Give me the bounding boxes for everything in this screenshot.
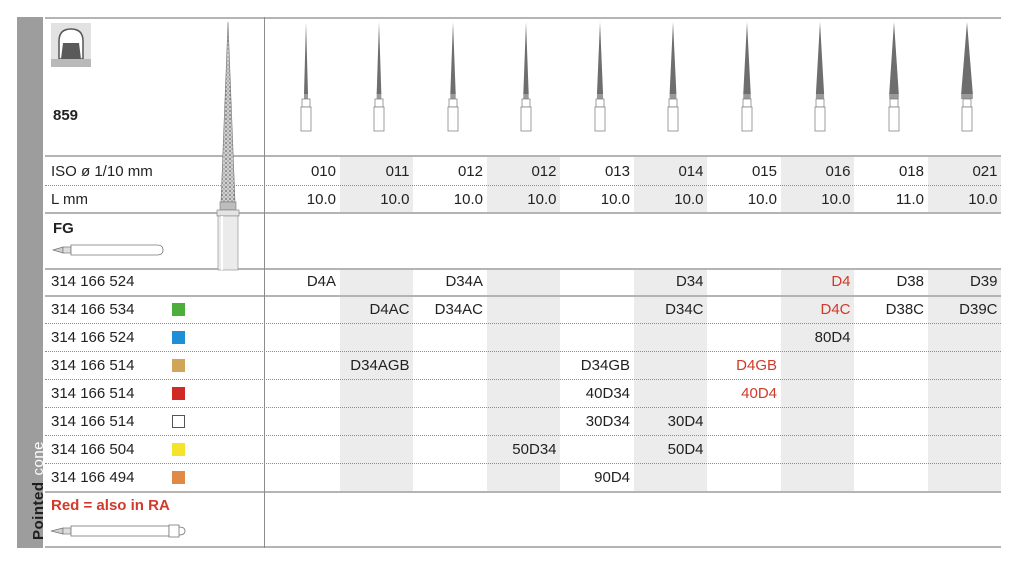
grit-color-swatch — [172, 415, 185, 428]
length-value: 10.0 — [747, 191, 777, 208]
column-bur-icon — [961, 22, 974, 132]
grit-color-swatch — [172, 331, 185, 344]
column-bur-icon — [741, 22, 753, 132]
length-value: 10.0 — [453, 191, 483, 208]
length-value: 10.0 — [600, 191, 630, 208]
shank-label: FG — [53, 220, 74, 237]
reference-number: 314 166 494 — [51, 469, 135, 486]
reference-number: 314 166 514 — [51, 385, 135, 402]
length-value: 10.0 — [821, 191, 851, 208]
product-code: D34GB — [580, 357, 630, 374]
category-sidebar — [17, 17, 43, 548]
reference-number: 314 166 524 — [51, 329, 135, 346]
diamond-bur-illustration — [216, 21, 240, 271]
product-code: D4 — [831, 273, 851, 290]
fg-shank-icon — [51, 244, 164, 256]
product-code: D4C — [820, 301, 851, 318]
length-value: 10.0 — [674, 191, 704, 208]
iso-value: 012 — [531, 163, 557, 180]
reference-number: 314 166 524 — [51, 273, 135, 290]
reference-number: 314 166 514 — [51, 413, 135, 430]
length-label: L mm — [51, 191, 88, 208]
column-bur-icon — [667, 22, 679, 132]
grit-color-swatch — [172, 303, 185, 316]
ra-note: Red = also in RA — [51, 497, 170, 514]
iso-label: ISO ø 1/10 mm — [51, 163, 153, 180]
iso-value: 013 — [604, 163, 630, 180]
iso-value: 010 — [310, 163, 336, 180]
product-code: D39 — [969, 273, 998, 290]
grit-color-swatch — [172, 387, 185, 400]
column-bur-icon — [373, 22, 385, 132]
reference-number: 314 166 514 — [51, 357, 135, 374]
product-code: D34AC — [434, 301, 483, 318]
product-code: 90D4 — [594, 469, 630, 486]
product-code: D38C — [885, 301, 924, 318]
product-code: 50D34 — [512, 441, 557, 458]
iso-value: 021 — [972, 163, 998, 180]
product-code: D4A — [306, 273, 336, 290]
iso-value: 012 — [457, 163, 483, 180]
product-code: D38 — [896, 273, 924, 290]
iso-value: 018 — [898, 163, 924, 180]
product-code: 30D4 — [667, 413, 704, 430]
length-value: 11.0 — [895, 191, 924, 208]
grit-color-swatch — [172, 443, 185, 456]
product-code: D34AGB — [350, 357, 410, 374]
product-code: D4AC — [369, 301, 410, 318]
grit-color-swatch — [172, 471, 185, 484]
column-bur-icon — [447, 22, 459, 132]
column-bur-icon — [888, 22, 900, 132]
iso-value: 011 — [385, 163, 410, 180]
column-divider — [264, 17, 265, 548]
product-table: 859 ISO ø 1/10 mm L mm FG 010 011 012 012 01… — [45, 17, 1001, 548]
product-code: D34 — [675, 273, 704, 290]
product-code: 30D34 — [585, 413, 630, 430]
crown-preparation-icon — [51, 23, 91, 67]
product-code: 80D4 — [814, 329, 851, 346]
iso-value: 014 — [678, 163, 704, 180]
column-bur-icon — [300, 22, 312, 132]
length-value: 10.0 — [527, 191, 557, 208]
product-code: D34A — [445, 273, 483, 290]
column-bur-icon — [594, 22, 606, 132]
product-code: 40D4 — [741, 385, 777, 402]
grit-color-swatch — [172, 359, 185, 372]
reference-number: 314 166 504 — [51, 441, 135, 458]
iso-value: 015 — [751, 163, 777, 180]
column-bur-icon — [814, 22, 826, 132]
length-value: 10.0 — [306, 191, 336, 208]
product-code: D39C — [959, 301, 998, 318]
ra-shank-icon — [50, 524, 186, 538]
length-value: 10.0 — [380, 191, 410, 208]
product-code: 40D34 — [585, 385, 630, 402]
product-code: D4GB — [736, 357, 777, 374]
product-code: D34C — [665, 301, 704, 318]
reference-number: 314 166 534 — [51, 301, 135, 318]
product-code: 50D4 — [667, 441, 704, 458]
column-bur-icon — [520, 22, 532, 132]
figure-number: 859 — [53, 107, 79, 124]
length-value: 10.0 — [968, 191, 998, 208]
iso-value: 016 — [825, 163, 851, 180]
